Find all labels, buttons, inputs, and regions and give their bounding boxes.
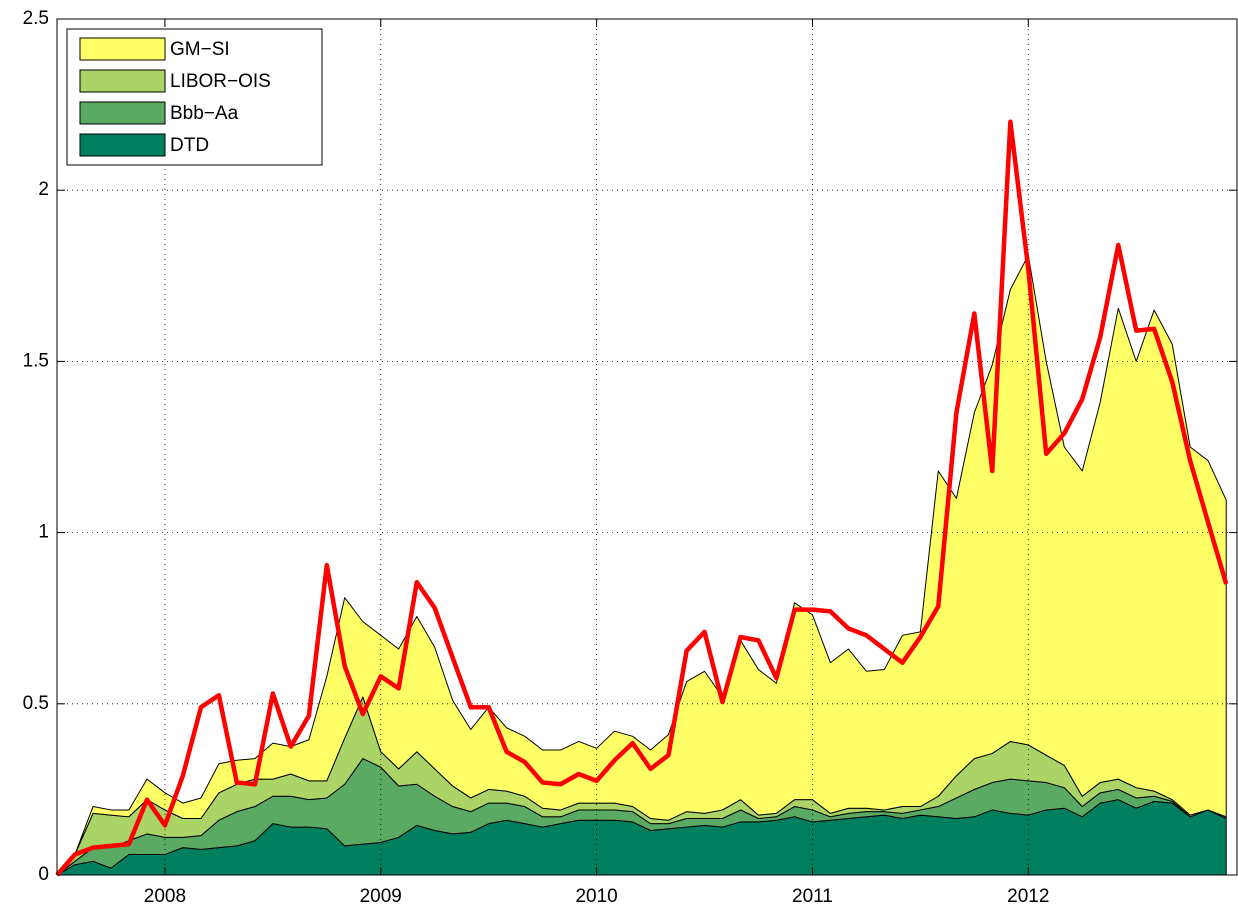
legend-label: Bbb−Aa [170, 103, 239, 124]
y-tick-label: 1.5 [23, 350, 49, 371]
x-tick-label: 2008 [144, 886, 186, 907]
y-tick-label: 0 [38, 864, 49, 885]
legend-swatch [79, 37, 166, 61]
x-tick-label: 2009 [360, 886, 402, 907]
plot-frame [56, 18, 1238, 876]
y-tick-label: 1 [38, 522, 49, 543]
x-tick-label: 2010 [575, 886, 617, 907]
legend-swatch [79, 133, 166, 157]
legend-label: GM−SI [170, 39, 230, 60]
legend-label: DTD [170, 135, 209, 156]
legend-label: LIBOR−OIS [170, 71, 271, 92]
stacked-area [56, 254, 1227, 876]
y-tick-label: 2 [38, 179, 49, 200]
legend-swatch [79, 101, 166, 125]
x-tick-label: 2011 [792, 886, 833, 907]
legend-swatch [79, 69, 166, 93]
line-series [55, 119, 1229, 877]
y-tick-label: 0.5 [23, 693, 49, 714]
legend: GM−SI LIBOR−OIS Bbb−Aa DTD [66, 28, 323, 166]
x-tick-label: 2012 [1007, 886, 1049, 907]
y-tick-label: 2.5 [23, 8, 49, 29]
